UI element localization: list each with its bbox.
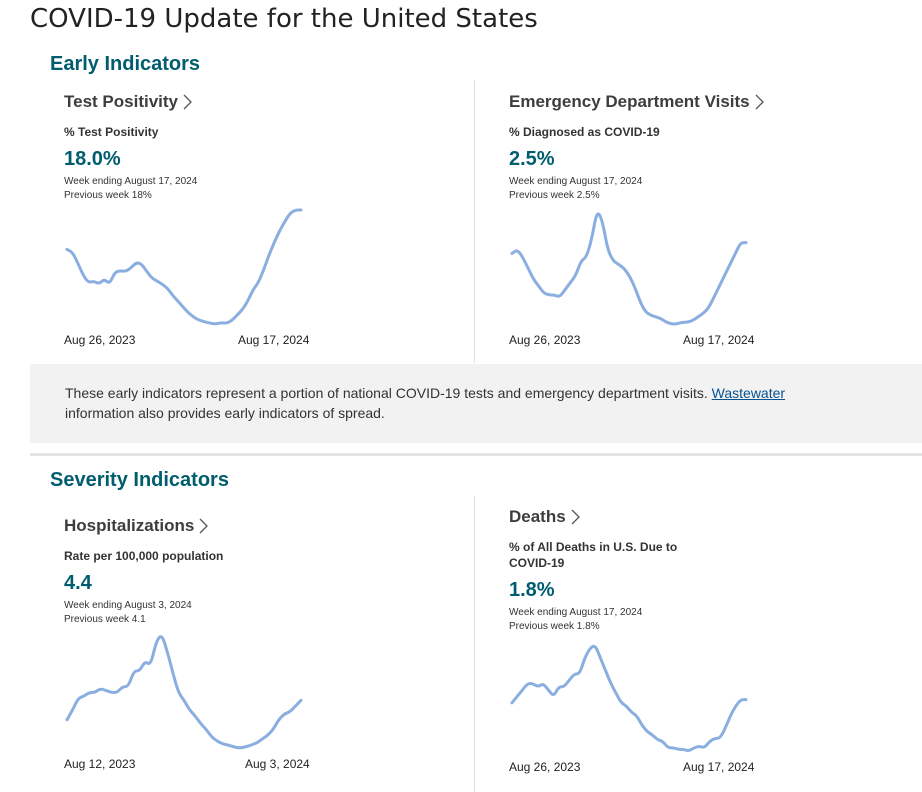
chevron-right-icon	[755, 94, 764, 110]
chevron-right-icon	[199, 518, 209, 534]
deaths-week-ending: Week ending August 17, 2024	[509, 607, 643, 618]
test-positivity-x-start-label: Aug 26, 2023	[64, 333, 136, 347]
hospitalizations-week-ending: Week ending August 3, 2024	[64, 600, 192, 611]
chevron-right-icon	[571, 509, 580, 525]
chevron-right-icon	[183, 94, 192, 110]
column-divider-severity	[474, 496, 475, 792]
deaths-sparkline	[510, 644, 748, 752]
hospitalizations-title: Hospitalizations	[64, 516, 195, 535]
hospitalizations-metric-label: Rate per 100,000 population	[64, 549, 224, 563]
ed-visits-value: 2.5%	[509, 148, 555, 170]
test-positivity-title: Test Positivity	[64, 92, 178, 111]
ed-visits-title: Emergency Department Visits	[509, 92, 750, 111]
section-title-severity-indicators: Severity Indicators	[50, 469, 229, 491]
test-positivity-metric-label: % Test Positivity	[64, 125, 159, 139]
deaths-x-end-label: Aug 17, 2024	[683, 760, 755, 774]
ed-visits-metric-label: % Diagnosed as COVID-19	[509, 125, 660, 139]
deaths-previous-week: Previous week 1.8%	[509, 621, 600, 632]
wastewater-link[interactable]: Wastewater	[711, 385, 786, 401]
ed-visits-x-end-label: Aug 17, 2024	[683, 333, 755, 347]
test-positivity-link[interactable]: Test Positivity	[64, 92, 354, 112]
card-ed-visits: Emergency Department Visits % Diagnosed …	[509, 92, 799, 349]
hospitalizations-sparkline	[65, 635, 303, 750]
ed-visits-sparkline	[510, 212, 748, 326]
page-title: COVID-19 Update for the United States	[30, 4, 538, 34]
test-positivity-week-ending: Week ending August 17, 2024	[64, 176, 198, 187]
column-divider-early	[474, 80, 475, 363]
deaths-series-line	[510, 644, 748, 752]
hospitalizations-link[interactable]: Hospitalizations	[64, 516, 354, 536]
test-positivity-x-end-label: Aug 17, 2024	[238, 333, 310, 347]
deaths-x-start-label: Aug 26, 2023	[509, 760, 581, 774]
hospitalizations-series-line	[65, 635, 303, 750]
card-deaths: Deaths % of All Deaths in U.S. Due to CO…	[509, 507, 799, 776]
card-test-positivity: Test Positivity % Test Positivity 18.0% …	[64, 92, 354, 349]
ed_visits-series-line	[510, 212, 748, 326]
test_positivity-series-line	[65, 208, 303, 326]
hospitalizations-previous-week: Previous week 4.1	[64, 614, 146, 625]
note-text-before: These early indicators represent a porti…	[65, 385, 712, 401]
test-positivity-sparkline	[65, 208, 303, 326]
ed-visits-week-ending: Week ending August 17, 2024	[509, 176, 643, 187]
ed-visits-x-start-label: Aug 26, 2023	[509, 333, 581, 347]
early-indicators-note: These early indicators represent a porti…	[30, 364, 922, 443]
hospitalizations-x-end-label: Aug 3, 2024	[245, 757, 310, 771]
note-text-after: information also provides early indicato…	[65, 405, 385, 421]
section-divider	[30, 453, 922, 456]
section-title-early-indicators: Early Indicators	[50, 53, 201, 75]
deaths-link[interactable]: Deaths	[509, 507, 799, 527]
deaths-title: Deaths	[509, 507, 566, 526]
card-hospitalizations: Hospitalizations Rate per 100,000 popula…	[64, 516, 354, 773]
ed-visits-link[interactable]: Emergency Department Visits	[509, 92, 799, 112]
deaths-value: 1.8%	[509, 579, 555, 601]
deaths-metric-label: % of All Deaths in U.S. Due to COVID-19	[509, 540, 678, 570]
hospitalizations-value: 4.4	[64, 572, 92, 594]
hospitalizations-x-start-label: Aug 12, 2023	[64, 757, 136, 771]
test-positivity-previous-week: Previous week 18%	[64, 190, 152, 201]
test-positivity-value: 18.0%	[64, 148, 121, 170]
ed-visits-previous-week: Previous week 2.5%	[509, 190, 600, 201]
